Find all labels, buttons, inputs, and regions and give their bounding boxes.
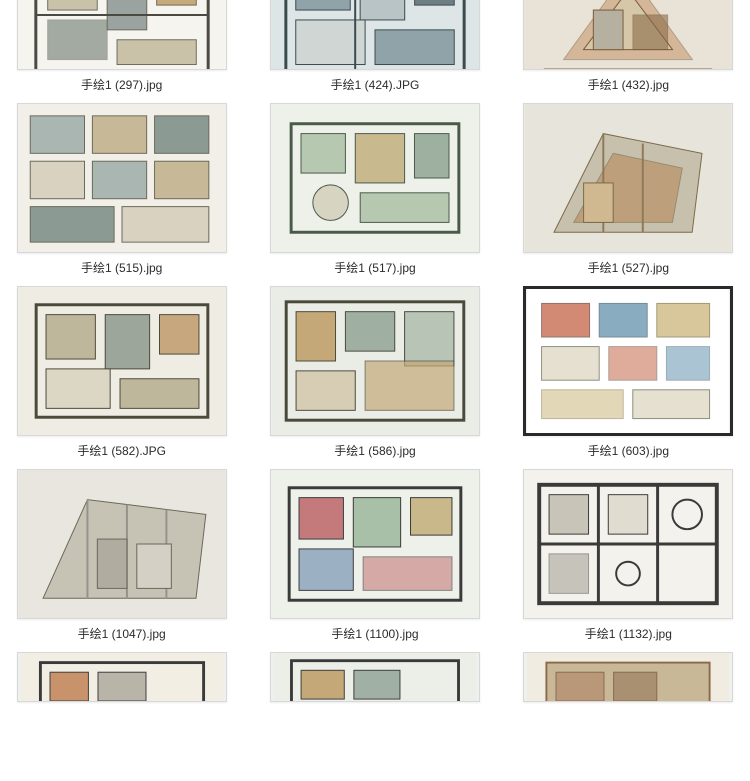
thumbnail-cell[interactable]: 手绘1 (1047).jpg	[10, 469, 233, 642]
thumbnail-grid: 手绘1 (297).jpg 手绘1 (424).JPG	[0, 0, 750, 702]
thumbnail-image[interactable]	[17, 0, 227, 70]
thumbnail-image[interactable]	[17, 286, 227, 436]
thumbnail-caption: 手绘1 (1132).jpg	[585, 625, 672, 642]
thumbnail-image[interactable]	[17, 469, 227, 619]
thumbnail-caption: 手绘1 (424).JPG	[331, 76, 420, 93]
thumbnail-cell[interactable]: 手绘1 (586).jpg	[263, 286, 486, 459]
thumbnail-cell[interactable]: 手绘1 (1100).jpg	[263, 469, 486, 642]
thumbnail-image[interactable]	[270, 652, 480, 702]
thumbnail-cell[interactable]: 手绘1 (297).jpg	[10, 0, 233, 93]
thumbnail-image[interactable]	[270, 0, 480, 70]
thumbnail-image[interactable]	[523, 469, 733, 619]
thumbnail-caption: 手绘1 (1100).jpg	[331, 625, 418, 642]
thumbnail-caption: 手绘1 (527).jpg	[588, 259, 669, 276]
thumbnail-image[interactable]	[17, 103, 227, 253]
thumbnail-cell[interactable]: 手绘1 (424).JPG	[263, 0, 486, 93]
thumbnail-image[interactable]	[523, 103, 733, 253]
thumbnail-cell[interactable]	[263, 652, 486, 702]
thumbnail-caption: 手绘1 (432).jpg	[588, 76, 669, 93]
thumbnail-cell[interactable]: 手绘1 (527).jpg	[517, 103, 740, 276]
thumbnail-caption: 手绘1 (582).JPG	[77, 442, 166, 459]
thumbnail-caption: 手绘1 (515).jpg	[81, 259, 162, 276]
thumbnail-caption: 手绘1 (297).jpg	[81, 76, 162, 93]
thumbnail-cell[interactable]: 手绘1 (515).jpg	[10, 103, 233, 276]
thumbnail-cell[interactable]: 手绘1 (603).jpg	[517, 286, 740, 459]
thumbnail-image[interactable]	[270, 469, 480, 619]
thumbnail-cell[interactable]: 手绘1 (582).JPG	[10, 286, 233, 459]
thumbnail-image[interactable]	[17, 652, 227, 702]
thumbnail-image[interactable]	[270, 103, 480, 253]
thumbnail-caption: 手绘1 (1047).jpg	[78, 625, 166, 642]
thumbnail-image[interactable]	[523, 652, 733, 702]
thumbnail-caption: 手绘1 (517).jpg	[334, 259, 415, 276]
thumbnail-cell[interactable]: 手绘1 (432).jpg	[517, 0, 740, 93]
thumbnail-image[interactable]	[523, 0, 733, 70]
thumbnail-image[interactable]	[523, 286, 733, 436]
thumbnail-cell[interactable]	[10, 652, 233, 702]
thumbnail-caption: 手绘1 (603).jpg	[588, 442, 669, 459]
thumbnail-image[interactable]	[270, 286, 480, 436]
thumbnail-cell[interactable]: 手绘1 (517).jpg	[263, 103, 486, 276]
thumbnail-cell[interactable]	[517, 652, 740, 702]
thumbnail-caption: 手绘1 (586).jpg	[334, 442, 415, 459]
thumbnail-cell[interactable]: 手绘1 (1132).jpg	[517, 469, 740, 642]
